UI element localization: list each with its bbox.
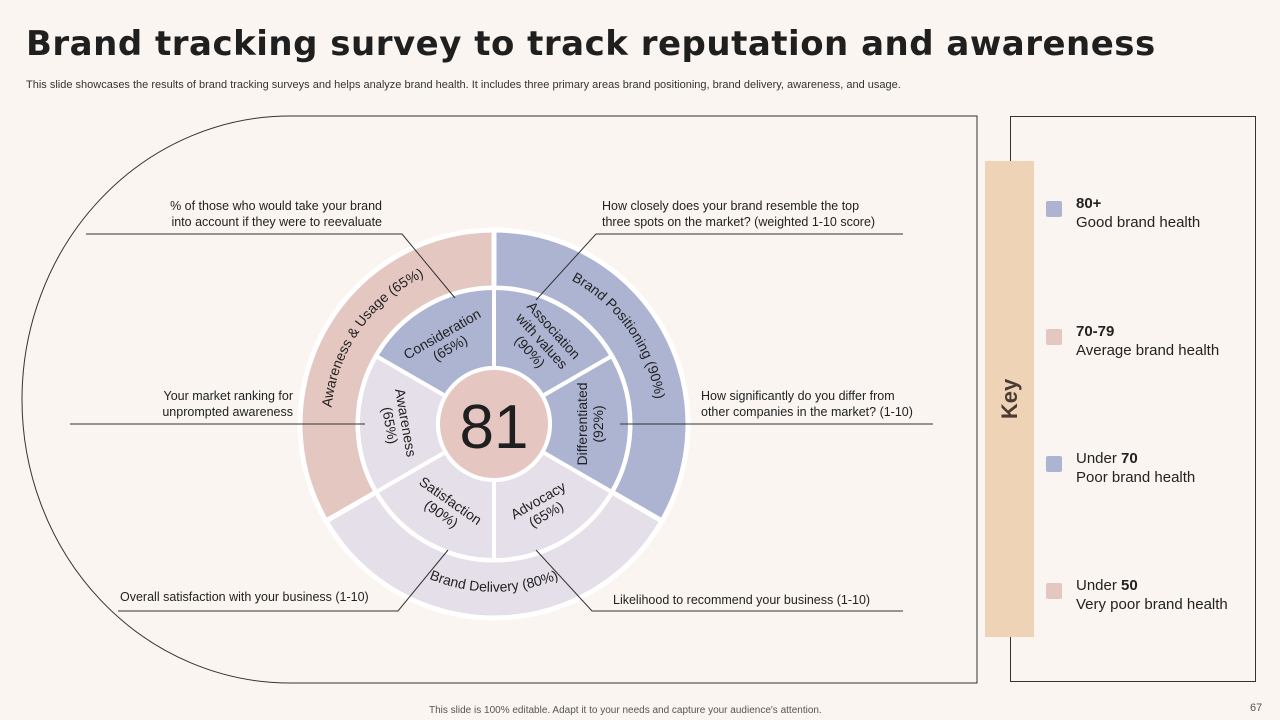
center-score: 81 [460, 393, 529, 462]
leader-consideration [86, 233, 456, 299]
page-subtitle: This slide showcases the results of bran… [26, 79, 901, 91]
page-title: Brand tracking survey to track reputatio… [26, 24, 1156, 64]
annotation-association: How closely does your brand resemble the… [602, 199, 876, 229]
annotation-awareness: Your market ranking for unprompted aware… [162, 389, 293, 419]
center-circle [436, 366, 552, 482]
annotation-consideration: % of those who would take your brand int… [170, 199, 382, 229]
annotation-satisfaction: Overall satisfaction with your business … [120, 590, 369, 604]
leader-satisfaction [118, 549, 449, 612]
legend-swatch [1046, 201, 1062, 217]
legend-swatch [1046, 456, 1062, 472]
inner-label-differentiated: Differentiated(92%) [574, 382, 606, 465]
frame-outline [21, 115, 978, 684]
leader-association [535, 233, 903, 301]
legend-key-bar: Key [985, 161, 1034, 637]
legend-swatch [1046, 583, 1062, 599]
annotation-advocacy: Likelihood to recommend your business (1… [613, 593, 871, 607]
legend-swatch [1046, 329, 1062, 345]
legend-title: Key [996, 378, 1022, 420]
leader-lines [70, 233, 933, 612]
footer-note: This slide is 100% editable. Adapt it to… [429, 705, 822, 716]
leader-advocacy [535, 549, 903, 612]
annotation-differentiated: How significantly do you differ from oth… [701, 389, 913, 419]
page-number: 67 [1250, 702, 1263, 714]
